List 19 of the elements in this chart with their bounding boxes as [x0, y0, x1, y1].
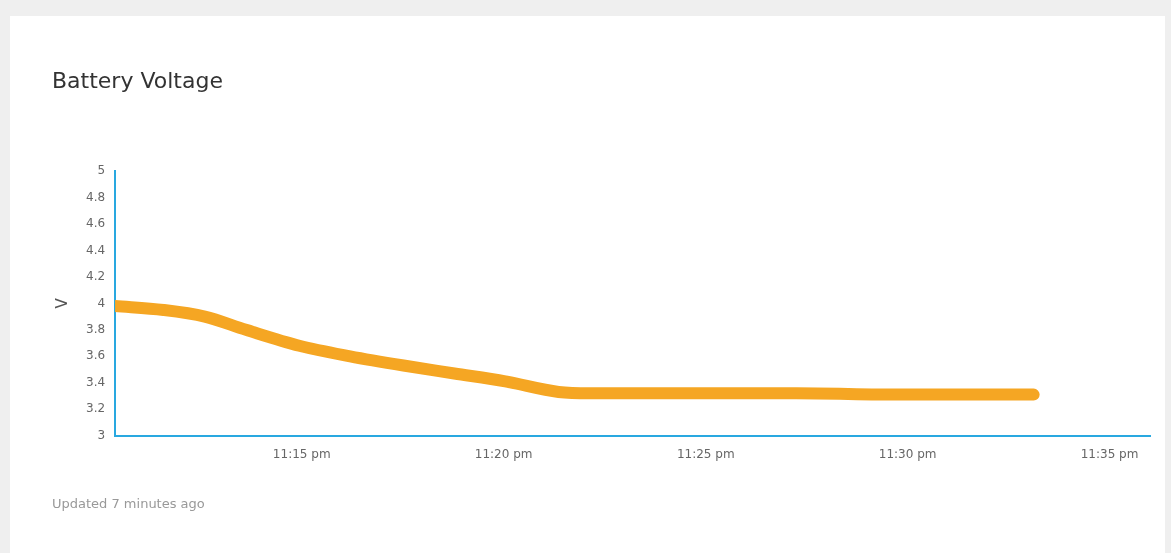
x-tick-label: 11:15 pm	[272, 446, 331, 461]
x-tick-label: 11:20 pm	[474, 446, 533, 461]
y-tick-label: 3.8	[85, 321, 106, 336]
y-tick-label: 4.2	[85, 269, 106, 284]
x-tick-label: 11:30 pm	[878, 446, 937, 461]
y-tick-label: 5	[97, 163, 106, 178]
y-tick-label: 4.8	[85, 189, 106, 204]
chart-title: Battery Voltage	[52, 68, 223, 93]
y-tick-label: 4.6	[85, 216, 106, 231]
y-tick-label: 3	[97, 427, 106, 442]
text: Updated 7 minutes ago	[52, 496, 205, 511]
x-tick-label: 11:25 pm	[676, 446, 735, 461]
y-tick-label: 3.2	[85, 401, 106, 416]
y-tick-label: 3.4	[85, 374, 106, 389]
y-axis-title: V	[52, 297, 71, 309]
x-tick-label: 11:35 pm	[1080, 446, 1139, 461]
y-tick-label: 4	[97, 295, 106, 310]
y-tick-label: 4.4	[85, 242, 106, 257]
y-tick-label: 3.6	[85, 348, 106, 363]
